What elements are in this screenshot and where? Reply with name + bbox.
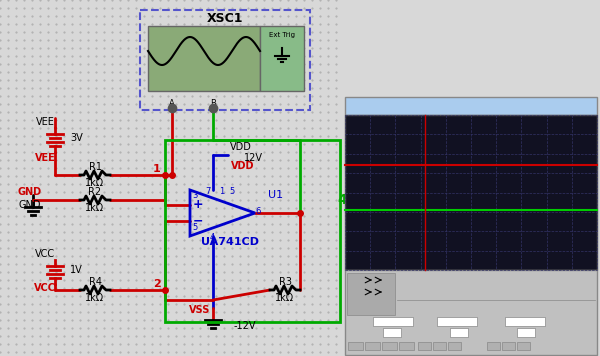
Text: T2-T1: T2-T1 <box>353 299 374 309</box>
Text: 2.002 V: 2.002 V <box>548 286 578 294</box>
Text: 比例: 比例 <box>353 318 362 326</box>
Text: 通道 A: 通道 A <box>430 305 446 314</box>
Bar <box>348 342 363 350</box>
Text: Ext Trig: Ext Trig <box>269 32 295 38</box>
Bar <box>148 26 260 91</box>
Text: T2: T2 <box>353 288 362 297</box>
Bar <box>448 342 461 350</box>
Bar <box>418 342 431 350</box>
Text: A: A <box>169 99 175 108</box>
Bar <box>345 97 597 115</box>
Text: AC: AC <box>490 344 497 349</box>
Text: UA741CD: UA741CD <box>201 237 259 247</box>
Bar <box>502 342 515 350</box>
Text: R2: R2 <box>88 187 101 197</box>
Text: 1V: 1V <box>70 265 83 275</box>
Bar <box>260 26 304 91</box>
Text: 加数: 加数 <box>369 343 375 349</box>
Bar <box>433 342 446 350</box>
Bar <box>373 317 413 326</box>
Text: 1ms/Div: 1ms/Div <box>379 319 407 325</box>
Text: ◆ 示波器-XSC1: ◆ 示波器-XSC1 <box>350 101 403 110</box>
Text: 0: 0 <box>524 330 528 336</box>
Text: VCC: VCC <box>34 283 56 293</box>
Text: 6: 6 <box>256 206 260 215</box>
Text: 比例: 比例 <box>487 318 496 326</box>
Text: 比例: 比例 <box>418 318 427 326</box>
Text: R3: R3 <box>278 277 292 287</box>
Text: 知乎 @敁敁向荣: 知乎 @敁敁向荣 <box>466 340 514 350</box>
Text: AC: AC <box>421 344 428 349</box>
Text: U1: U1 <box>268 190 283 200</box>
Text: 3: 3 <box>193 192 197 200</box>
Bar <box>487 342 500 350</box>
Bar <box>365 342 380 350</box>
Text: 3V: 3V <box>70 133 83 143</box>
Bar <box>437 317 477 326</box>
Text: 4: 4 <box>337 193 347 207</box>
Text: VEE: VEE <box>35 117 55 127</box>
Bar <box>450 328 468 337</box>
Text: 198.093 ms: 198.093 ms <box>421 286 466 294</box>
Text: R1: R1 <box>89 162 101 172</box>
Text: 1 V/Div: 1 V/Div <box>445 319 470 325</box>
Text: 通道_B: 通道_B <box>553 273 573 283</box>
Bar <box>383 328 401 337</box>
Text: 12V: 12V <box>244 153 263 163</box>
Text: 1kΩ: 1kΩ <box>85 178 104 188</box>
Text: R4: R4 <box>89 277 101 287</box>
Bar <box>345 270 597 355</box>
Text: 1: 1 <box>220 187 224 195</box>
Text: +: + <box>193 199 203 211</box>
Text: 0: 0 <box>457 330 461 336</box>
Bar <box>399 342 414 350</box>
Text: DC: DC <box>519 344 527 349</box>
Text: DC: DC <box>450 344 458 349</box>
Text: 1kΩ: 1kΩ <box>85 293 104 303</box>
Text: 4: 4 <box>209 232 215 241</box>
Text: 通道_A: 通道_A <box>495 273 515 283</box>
Text: -12V: -12V <box>234 321 256 331</box>
Text: 1kΩ: 1kΩ <box>85 203 104 213</box>
Text: Y 位置: Y 位置 <box>487 329 503 337</box>
Text: 2: 2 <box>153 279 161 289</box>
Text: 时间: 时间 <box>438 273 448 283</box>
Text: VCC: VCC <box>35 249 55 259</box>
Text: 5: 5 <box>229 187 235 195</box>
Bar <box>517 328 535 337</box>
Text: Y 位置: Y 位置 <box>418 329 434 337</box>
Bar <box>505 317 545 326</box>
Bar <box>382 342 397 350</box>
Text: 1 V/Div: 1 V/Div <box>512 319 538 325</box>
Text: 1kΩ: 1kΩ <box>275 293 295 303</box>
Bar <box>517 342 530 350</box>
Text: VDD: VDD <box>230 142 252 152</box>
Text: T1: T1 <box>353 276 362 284</box>
Text: 通道 B: 通道 B <box>515 305 532 314</box>
Bar <box>165 140 340 322</box>
Text: 5: 5 <box>193 224 197 232</box>
Bar <box>345 115 597 270</box>
Bar <box>347 273 395 315</box>
Text: A/B: A/B <box>401 344 410 349</box>
Text: 1.500 V: 1.500 V <box>490 286 520 294</box>
Text: XSC1: XSC1 <box>207 11 243 25</box>
Text: 0: 0 <box>506 344 510 349</box>
Text: B/A: B/A <box>385 344 394 349</box>
Text: VEE: VEE <box>35 153 55 163</box>
Text: GND: GND <box>18 187 42 197</box>
Text: VSS: VSS <box>190 305 211 315</box>
Text: 7: 7 <box>205 187 211 195</box>
Text: 0: 0 <box>437 344 441 349</box>
Text: 1: 1 <box>153 164 161 174</box>
Text: GND: GND <box>19 200 41 210</box>
Text: X 位置: X 位置 <box>353 329 370 337</box>
Text: B: B <box>210 99 216 108</box>
Text: VDD: VDD <box>231 161 254 171</box>
Text: 0: 0 <box>390 330 394 336</box>
Text: Y/T: Y/T <box>351 344 359 349</box>
Text: −: − <box>193 215 203 227</box>
Text: 时间尺: 时间尺 <box>353 305 367 314</box>
